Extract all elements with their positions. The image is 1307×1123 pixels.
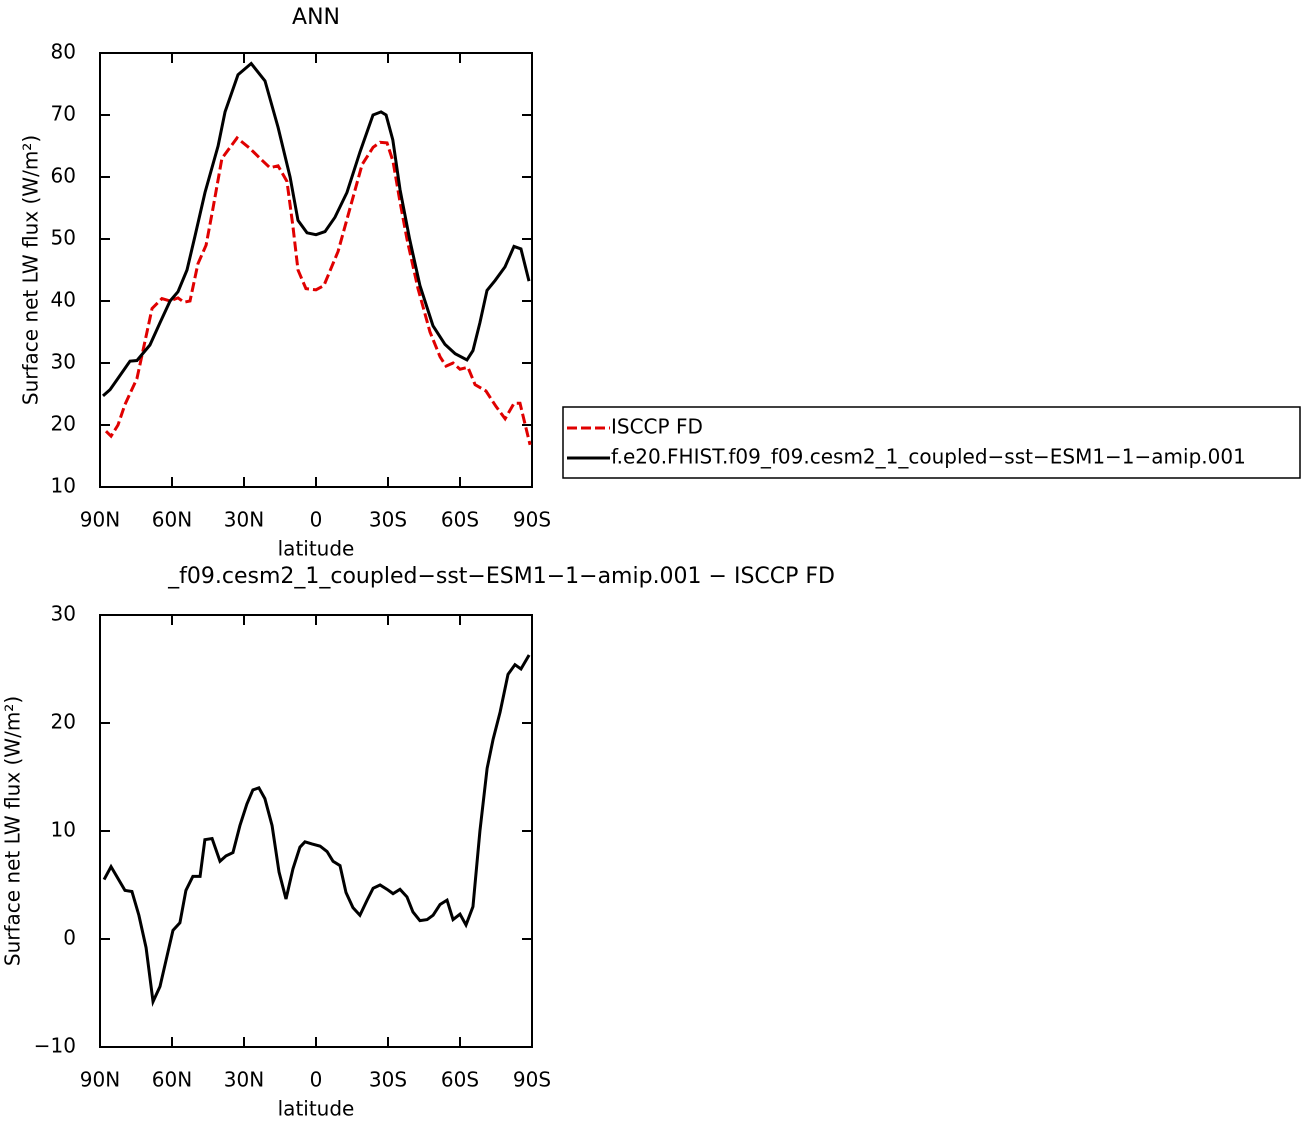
x-tick-label: 90N (80, 1068, 120, 1092)
y-axis-label: Surface net LW flux (W/m²) (1, 696, 25, 966)
x-tick-label: 90S (513, 508, 551, 532)
y-tick-label: 80 (51, 40, 76, 64)
x-tick-label: 60S (441, 1068, 479, 1092)
series-line (102, 61, 531, 397)
x-tick-label: 60N (152, 1068, 192, 1092)
x-tick-label: 60S (441, 508, 479, 532)
plot-frame (99, 52, 533, 488)
legend-box (562, 406, 1301, 479)
x-tick-label: 0 (310, 508, 323, 532)
x-tick-label: 90S (513, 1068, 551, 1092)
x-axis-label: latitude (278, 1097, 355, 1121)
y-tick-label: 0 (63, 926, 76, 950)
y-tick-label: 30 (51, 350, 76, 374)
plot-frame (99, 614, 533, 1048)
chart-title: _f09.cesm2_1_coupled−sst−ESM1−1−amip.001… (167, 564, 835, 589)
y-axis-label: Surface net LW flux (W/m²) (19, 135, 43, 405)
y-tick-label: 50 (51, 226, 76, 250)
y-tick-label: 20 (51, 710, 76, 734)
x-tick-label: 90N (80, 508, 120, 532)
y-tick-label: 30 (51, 602, 76, 626)
x-tick-label: 60N (152, 508, 192, 532)
y-tick-label: 70 (51, 102, 76, 126)
x-tick-label: 30N (224, 508, 264, 532)
y-tick-label: 10 (51, 818, 76, 842)
series-line (102, 654, 531, 1008)
chart-title: ANN (292, 5, 340, 30)
x-tick-label: 0 (310, 1068, 323, 1092)
series-line (104, 135, 532, 446)
x-tick-label: 30S (369, 1068, 407, 1092)
x-tick-label: 30S (369, 508, 407, 532)
legend-label: ISCCP FD (611, 415, 703, 439)
y-tick-label: 40 (51, 288, 76, 312)
y-tick-label: −10 (34, 1034, 76, 1058)
x-axis-label: latitude (278, 537, 355, 561)
y-tick-label: 10 (51, 474, 76, 498)
x-tick-label: 30N (224, 1068, 264, 1092)
y-tick-label: 20 (51, 412, 76, 436)
y-tick-label: 60 (51, 164, 76, 188)
legend-label: f.e20.FHIST.f09_f09.cesm2_1_coupled−sst−… (611, 445, 1246, 469)
